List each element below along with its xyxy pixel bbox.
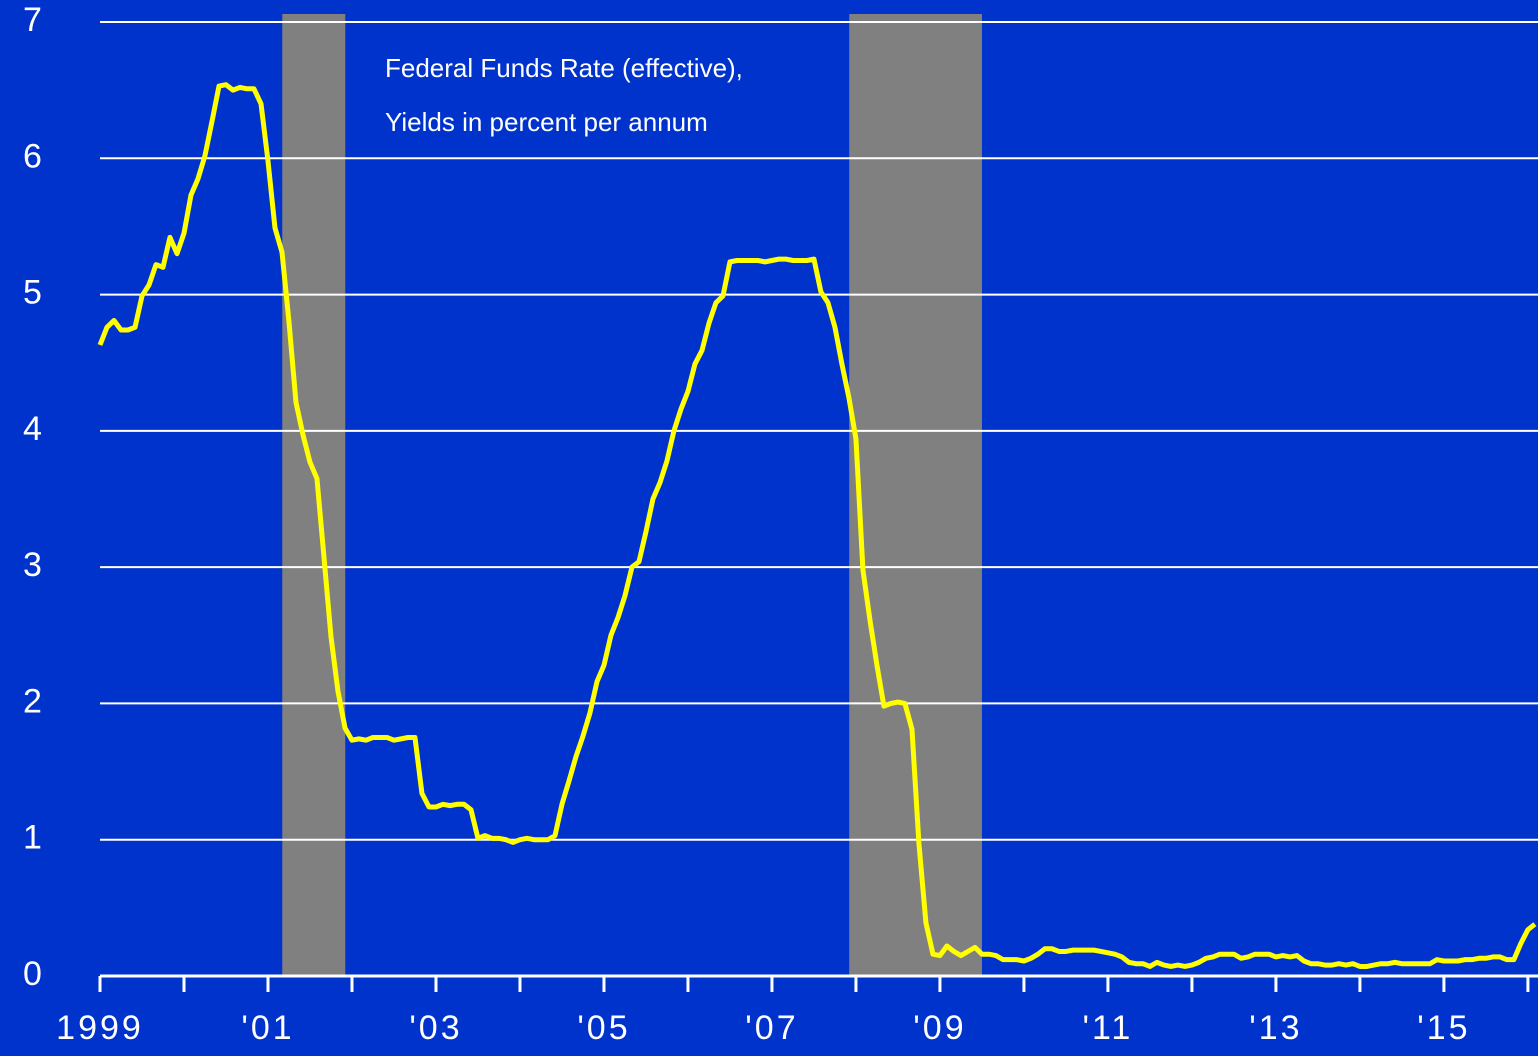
labels: Federal Funds Rate (effective), Yields i…	[23, 1, 1470, 1047]
recession-band	[282, 14, 346, 976]
y-tick-label: 0	[23, 955, 45, 993]
x-tick-label: '01	[241, 1009, 294, 1047]
series	[97, 82, 1537, 969]
x-tick-label: '05	[577, 1009, 630, 1047]
x-tick-label: '11	[1083, 1009, 1134, 1047]
y-tick-label: 5	[23, 274, 45, 312]
x-tick-label: '15	[1417, 1009, 1470, 1047]
y-tick-label: 1	[23, 819, 45, 857]
y-tick-label: 3	[23, 546, 45, 584]
y-tick-label: 4	[23, 410, 45, 448]
rate-line	[97, 82, 1537, 969]
x-tick-label: '03	[409, 1009, 462, 1047]
x-tick-label: 1999	[56, 1009, 144, 1047]
y-tick-label: 7	[23, 1, 45, 39]
y-tick-label: 2	[23, 682, 45, 720]
x-tick-label: '09	[913, 1009, 966, 1047]
x-tick-label: '07	[745, 1009, 798, 1047]
y-tick-label: 6	[23, 137, 45, 175]
recession-shading	[282, 14, 982, 976]
annotation: Yields in percent per annum	[385, 107, 708, 137]
x-tick-label: '13	[1249, 1009, 1302, 1047]
annotation: Federal Funds Rate (effective),	[385, 53, 743, 83]
